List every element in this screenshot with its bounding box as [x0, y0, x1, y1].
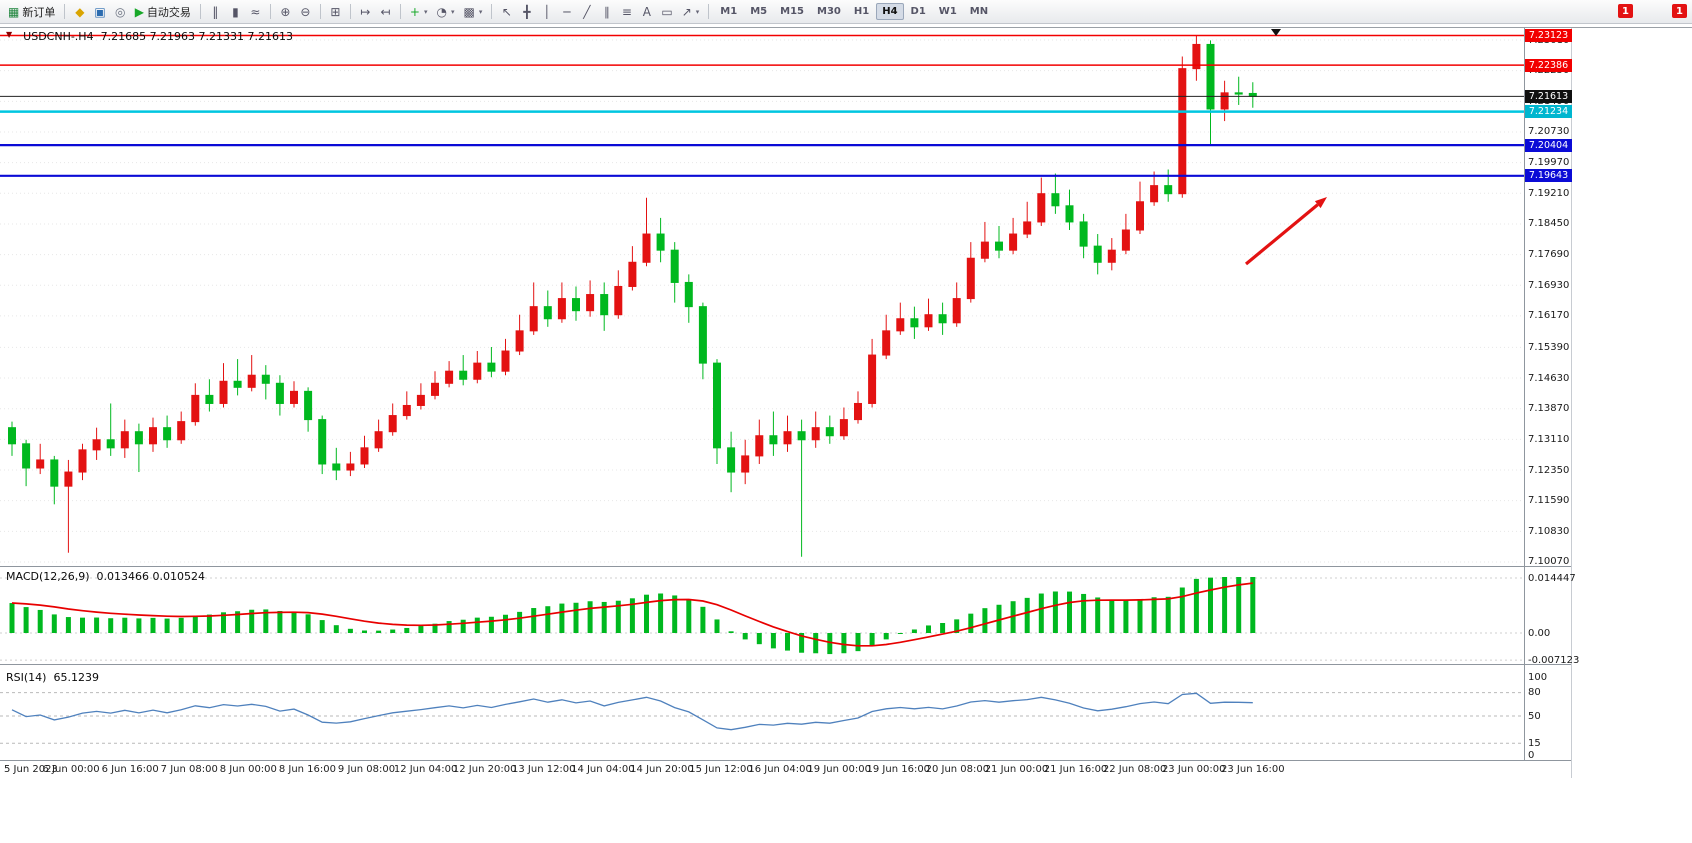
timeframe-m30[interactable]: M30 [817, 6, 841, 17]
trend-arrow-line[interactable] [1244, 203, 1319, 266]
toolbar-separator [491, 4, 493, 19]
timeframe-m1[interactable]: M1 [720, 6, 738, 17]
templates-icon: ▩ [463, 4, 475, 19]
toolbar-separator [64, 4, 66, 19]
new-order-button: ▦ [8, 4, 20, 19]
autotrade-button[interactable]: ▶ 自动交易 [131, 2, 195, 21]
alerts-badge[interactable]: 1 [1672, 4, 1687, 18]
zoom-out-icon[interactable]: ⊖ [296, 2, 315, 21]
vertical-line-icon: │ [543, 4, 551, 19]
timeframe-m15[interactable]: M15 [780, 6, 804, 17]
line-chart-icon[interactable]: ≈ [246, 2, 265, 21]
web-terminal-icon: ▣ [94, 4, 106, 19]
chart-title: ▼ USDCNH-.H4 7.21685 7.21963 7.21331 7.2… [6, 30, 293, 43]
candlestick-chart-icon: ▮ [232, 4, 239, 19]
new-order-button[interactable]: ▦ 新订单 [4, 2, 59, 21]
bar-chart-icon[interactable]: ‖ [206, 2, 225, 21]
zoom-in-icon[interactable]: ⊕ [276, 2, 295, 21]
trendline-icon[interactable]: ╱ [577, 2, 596, 21]
toolbar-separator [199, 4, 201, 19]
bar-chart-icon: ‖ [212, 4, 219, 19]
horizontal-line-icon: ─ [563, 4, 571, 19]
label-icon: ▭ [661, 4, 673, 19]
cursor-icon: ↖ [501, 4, 512, 19]
templates-icon[interactable]: ▩ ▾ [460, 2, 487, 21]
open-account-icon: ◆ [75, 4, 85, 19]
zoom-out-icon: ⊖ [300, 4, 311, 19]
channel-icon: ∥ [603, 4, 610, 19]
channel-icon[interactable]: ∥ [597, 2, 616, 21]
timeframe-h4[interactable]: H4 [876, 3, 904, 20]
periods-icon: ◔ [436, 4, 447, 19]
macd-signal-line [11, 582, 1253, 647]
tile-windows-icon[interactable]: ⊞ [326, 2, 345, 21]
cursor-icon[interactable]: ↖ [497, 2, 516, 21]
main-toolbar: ▦ 新订单 ◆ ▣ ◎ ▶ 自动交易 ‖ ▮ ≈ ⊕ ⊖ ⊞ ↦ ↤ + ▾ ◔ ▾ ▩ ▾ ↖ ╋ │ ─ ╱ ∥ ≡ A ▭ ↗ ▾ M1 M… [0, 0, 1692, 24]
chevron-down-icon: ▾ [478, 7, 483, 16]
chevron-down-icon: ▾ [450, 7, 455, 16]
chart-shift-icon[interactable]: ↤ [376, 2, 395, 21]
refresh-icon[interactable]: ◎ [111, 2, 130, 21]
arrows-icon: ↗ [681, 4, 692, 19]
rsi-line [11, 692, 1253, 731]
scroll-end-marker[interactable] [1271, 29, 1281, 36]
macd-pane-label: MACD(12,26,9) 0.013466 0.010524 [6, 570, 205, 583]
timeframe-w1[interactable]: W1 [938, 6, 957, 17]
fibonacci-icon[interactable]: ≡ [617, 2, 636, 21]
notification-badge[interactable]: 1 [1618, 4, 1633, 18]
crosshair-icon[interactable]: ╋ [517, 2, 536, 21]
candles [8, 35, 1257, 557]
autotrade-button: ▶ [134, 4, 144, 19]
trend-arrow-head[interactable] [1314, 197, 1327, 209]
macd-values: 0.013466 0.010524 [96, 570, 206, 583]
macd-histogram [9, 577, 1256, 655]
text-icon: A [642, 4, 651, 19]
new-order-button-label: 新订单 [22, 5, 56, 19]
arrows-icon[interactable]: ↗ ▾ [678, 2, 704, 21]
macd-label: MACD(12,26,9) [6, 570, 90, 583]
auto-scroll-icon[interactable]: ↦ [356, 2, 375, 21]
candlestick-chart-icon[interactable]: ▮ [226, 2, 245, 21]
indicators-icon[interactable]: + ▾ [406, 2, 432, 21]
crosshair-icon: ╋ [523, 4, 531, 19]
periods-icon[interactable]: ◔ ▾ [433, 2, 459, 21]
auto-scroll-icon: ↦ [360, 4, 371, 19]
line-chart-icon: ≈ [250, 4, 261, 19]
symbol-period-label: USDCNH-.H4 [23, 30, 94, 43]
refresh-icon: ◎ [114, 4, 126, 19]
open-account-icon[interactable]: ◆ [70, 2, 89, 21]
fibonacci-icon: ≡ [621, 4, 632, 19]
ohlc-values: 7.21685 7.21963 7.21331 7.21613 [100, 30, 294, 43]
horizontal-line-icon[interactable]: ─ [557, 2, 576, 21]
text-icon[interactable]: A [637, 2, 656, 21]
toolbar-separator [708, 4, 710, 19]
chevron-down-icon: ▾ [423, 7, 428, 16]
tile-windows-icon: ⊞ [330, 4, 341, 19]
chart-shift-icon: ↤ [380, 4, 391, 19]
rsi-pane-label: RSI(14) 65.1239 [6, 671, 99, 684]
indicators-icon: + [409, 4, 420, 19]
trendline-icon: ╱ [583, 4, 591, 19]
symbol-collapse-icon[interactable]: ▼ [6, 30, 13, 39]
timeframe-h1[interactable]: H1 [853, 6, 870, 17]
zoom-in-icon: ⊕ [280, 4, 291, 19]
toolbar-separator [269, 4, 271, 19]
rsi-value: 65.1239 [53, 671, 99, 684]
toolbar-separator [349, 4, 351, 19]
web-terminal-icon[interactable]: ▣ [90, 2, 109, 21]
autotrade-button-label: 自动交易 [146, 5, 191, 19]
toolbar-separator [399, 4, 401, 19]
rsi-label: RSI(14) [6, 671, 47, 684]
toolbar-separator [319, 4, 321, 19]
vertical-line-icon[interactable]: │ [537, 2, 556, 21]
timeframe-mn[interactable]: MN [969, 6, 989, 17]
timeframe-d1[interactable]: D1 [910, 6, 926, 17]
chevron-down-icon: ▾ [695, 7, 700, 16]
timeframe-m5[interactable]: M5 [750, 6, 768, 17]
label-icon[interactable]: ▭ [657, 2, 676, 21]
